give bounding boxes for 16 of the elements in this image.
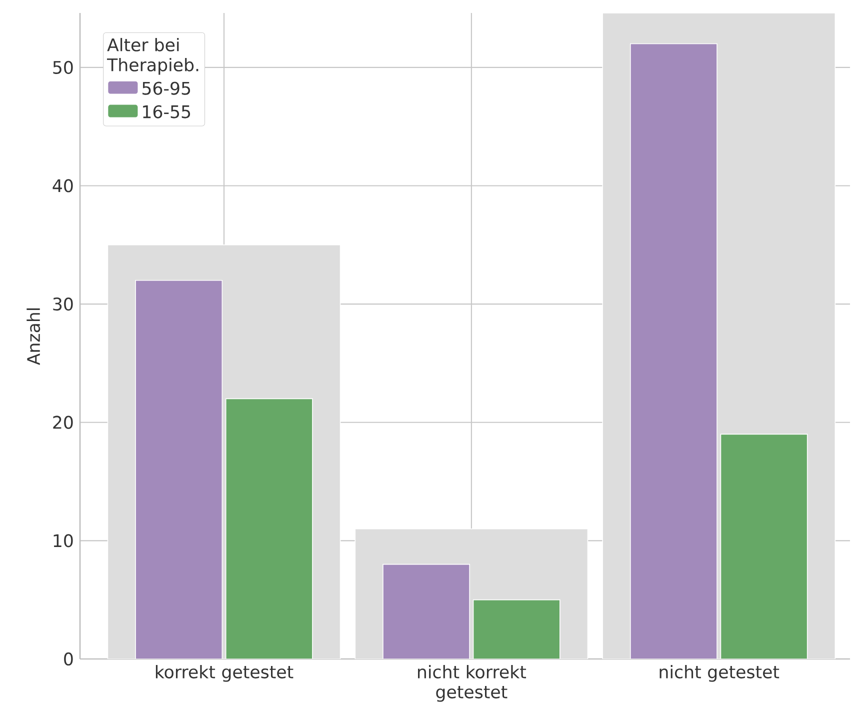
x-tick-label: korrekt getestet — [156, 665, 294, 682]
y-tick-label: 20 — [53, 416, 73, 429]
y-tick-label: 10 — [54, 534, 73, 548]
x-tick-label: nicht korrekt getestet — [418, 665, 526, 702]
y-tick-label: 50 — [53, 60, 73, 74]
legend-title: Alter bei Therapieb. — [107, 38, 198, 75]
x-tick-label: nicht getestet — [660, 665, 780, 682]
y-tick-label: 0 — [64, 652, 73, 666]
y-tick-label: 30 — [53, 297, 73, 311]
bar — [630, 43, 718, 659]
y-tick-label: 40 — [52, 179, 73, 192]
bar — [382, 564, 470, 659]
legend-label: 16-55 — [143, 105, 190, 118]
y-axis-title: Anzahl — [26, 308, 40, 366]
bar — [135, 280, 223, 659]
legend-label: 56-95 — [142, 82, 190, 95]
